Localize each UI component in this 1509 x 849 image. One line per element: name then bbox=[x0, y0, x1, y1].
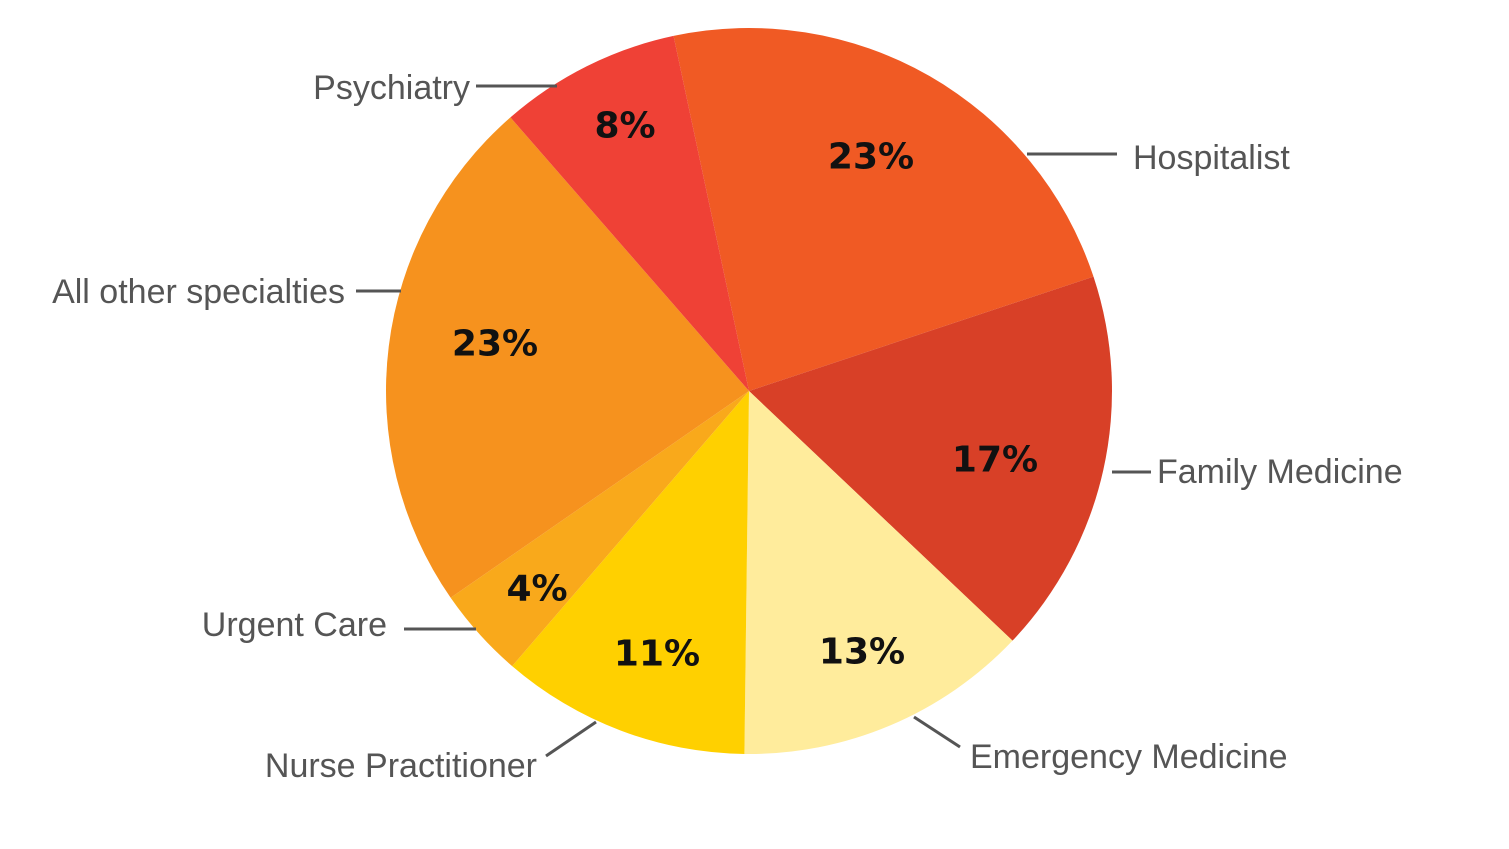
percent-label-psychiatry: 8% bbox=[594, 106, 655, 147]
pie-slices bbox=[386, 27, 1112, 754]
category-label-nurse-practitioner: Nurse Practitioner bbox=[265, 747, 537, 785]
pie-slice-psychiatry bbox=[510, 35, 749, 392]
category-callouts: Hospitalist Family Medicine Emergency Medi… bbox=[52, 69, 1403, 785]
leader-line-nurse-practitioner bbox=[545, 720, 597, 758]
percent-label-nurse-practitioner: 11% bbox=[614, 634, 700, 675]
leader-line-emergency-medicine bbox=[913, 715, 961, 749]
percent-label-family-medicine: 17% bbox=[952, 440, 1038, 481]
pie-slice-emergency-medicine bbox=[744, 391, 1013, 754]
category-label-emergency-medicine: Emergency Medicine bbox=[970, 738, 1287, 776]
pie-slice-hospitalist bbox=[673, 27, 1094, 392]
percent-label-emergency-medicine: 13% bbox=[819, 632, 905, 673]
category-label-all-other-specialties: All other specialties bbox=[52, 273, 345, 311]
category-label-urgent-care: Urgent Care bbox=[202, 606, 387, 644]
category-label-family-medicine: Family Medicine bbox=[1157, 453, 1403, 491]
pie-slice-nurse-practitioner bbox=[512, 391, 749, 754]
pie-slice-urgent-care bbox=[450, 391, 749, 667]
percent-labels: 23% 17% 13% 11% 4% 23% 8% bbox=[452, 106, 1038, 675]
category-label-psychiatry: Psychiatry bbox=[313, 69, 470, 107]
percent-label-all-other-specialties: 23% bbox=[452, 324, 538, 365]
percent-label-hospitalist: 23% bbox=[828, 137, 914, 178]
percent-label-urgent-care: 4% bbox=[506, 569, 567, 610]
pie-slice-all-other-specialties bbox=[386, 117, 749, 598]
pie-slice-family-medicine bbox=[749, 276, 1112, 641]
category-label-hospitalist: Hospitalist bbox=[1133, 139, 1290, 177]
